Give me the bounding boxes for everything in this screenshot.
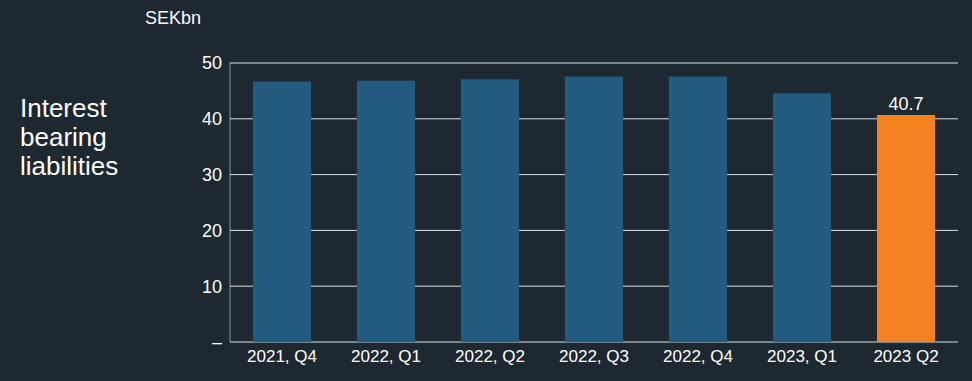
svg-text:2022, Q1: 2022, Q1: [351, 347, 421, 366]
svg-text:2022, Q2: 2022, Q2: [455, 347, 525, 366]
html-text:SEKbn: SEKbn: [145, 8, 201, 28]
svg-text:–: –: [212, 332, 222, 352]
svg-text:10: 10: [202, 277, 222, 297]
svg-text:50: 50: [202, 53, 222, 73]
svg-text:20: 20: [202, 221, 222, 241]
svg-text:2021, Q4: 2021, Q4: [247, 347, 317, 366]
html-text:Interest bearing liabilities: Interest bearing liabilities: [20, 93, 119, 181]
svg-text:40.7: 40.7: [888, 94, 923, 114]
svg-text:2023 Q2: 2023 Q2: [873, 347, 938, 366]
svg-text:30: 30: [202, 165, 222, 185]
svg-text:2023, Q1: 2023, Q1: [767, 347, 837, 366]
svg-text:40: 40: [202, 109, 222, 129]
svg-text:2022, Q4: 2022, Q4: [663, 347, 733, 366]
svg-text:2022, Q3: 2022, Q3: [559, 347, 629, 366]
